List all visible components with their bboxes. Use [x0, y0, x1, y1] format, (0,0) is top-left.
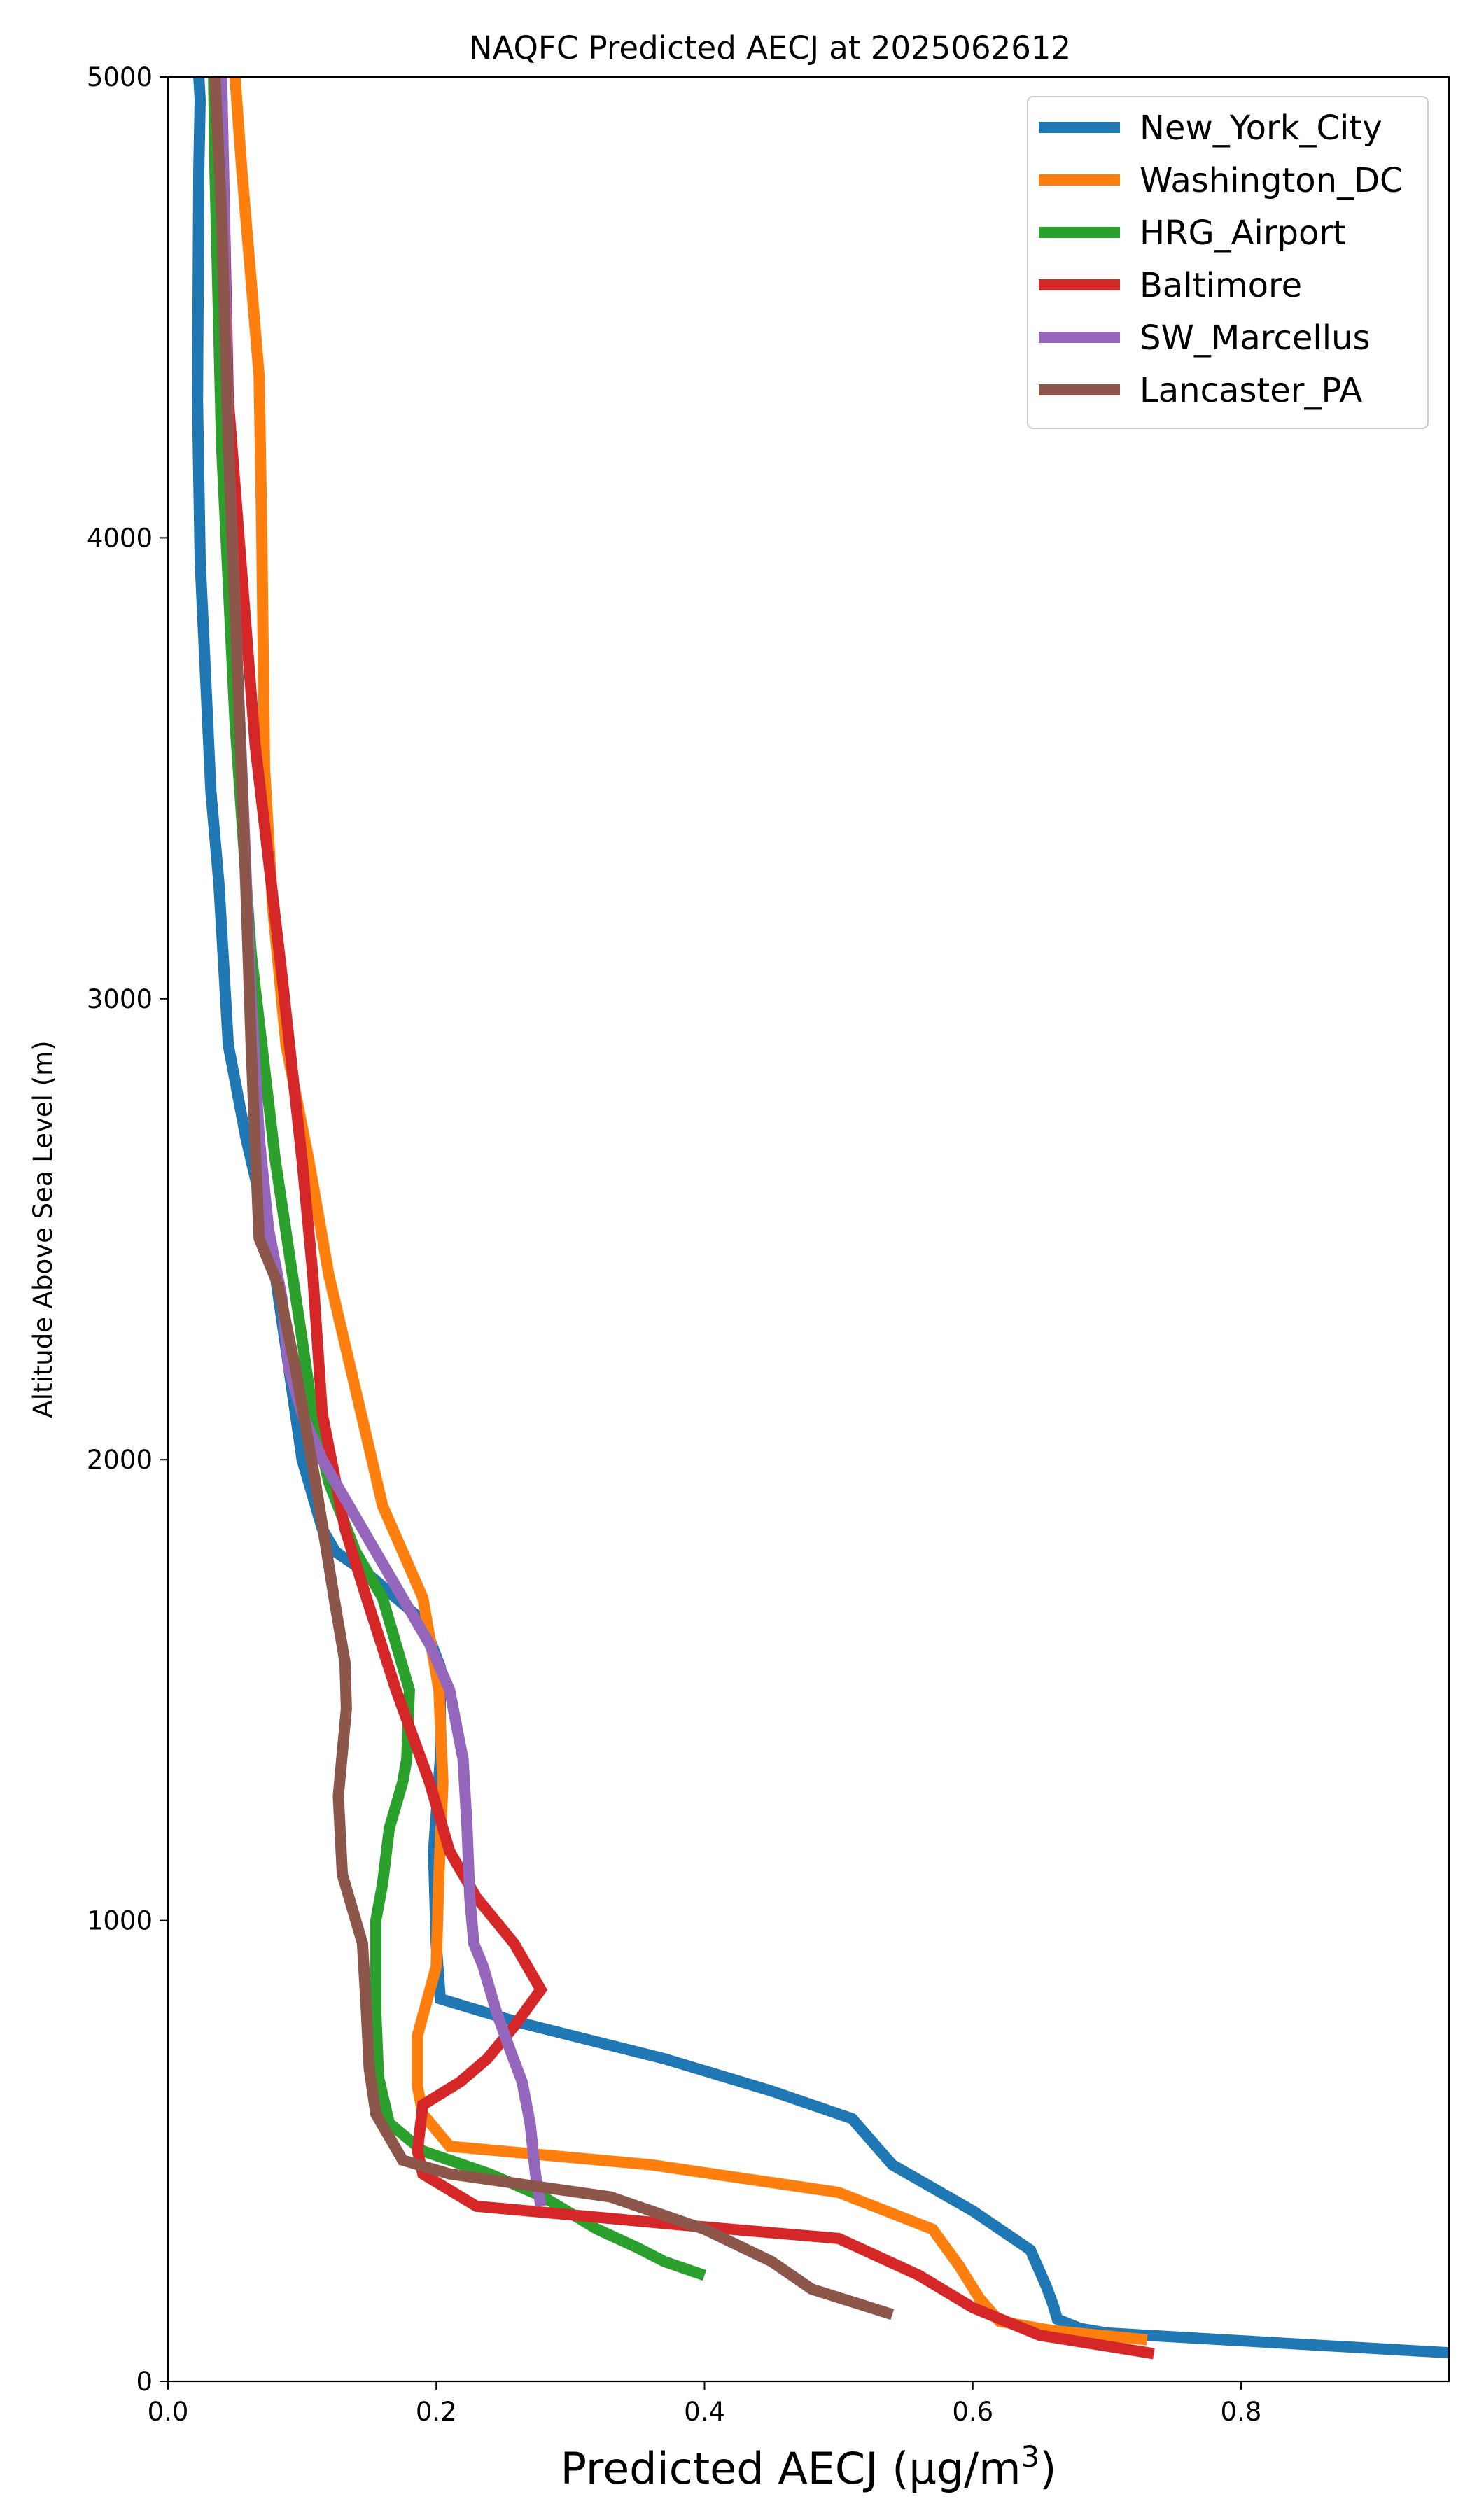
x-tick-label: 0.4	[684, 2397, 725, 2427]
legend-label-hrg-airport: HRG_Airport	[1140, 214, 1346, 253]
y-tick-label: 2000	[87, 1445, 153, 1475]
y-axis: 0 1000 2000 3000 4000 5000	[87, 62, 168, 2397]
x-axis-label: Predicted AECJ (μg/m3)	[561, 2440, 1057, 2494]
y-tick-label: 0	[136, 2367, 153, 2397]
series-line-lancaster-pa	[209, 77, 895, 2320]
x-tick-label: 0.8	[1221, 2397, 1262, 2427]
x-tick-label: 0.2	[416, 2397, 457, 2427]
chart-title: NAQFC Predicted AECJ at 2025062612	[469, 29, 1071, 66]
y-tick-label: 4000	[87, 523, 153, 553]
legend-frame	[1027, 96, 1429, 429]
x-tick-label: 0.6	[952, 2397, 993, 2427]
y-tick-label: 5000	[87, 62, 153, 92]
x-axis: 0.0 0.2 0.4 0.6 0.8	[148, 2381, 1262, 2427]
legend-label-washington-dc: Washington_DC	[1140, 161, 1404, 200]
x-tick-label: 0.0	[148, 2397, 189, 2427]
y-tick-label: 3000	[87, 984, 153, 1014]
legend-label-lancaster-pa: Lancaster_PA	[1140, 371, 1362, 410]
plot-frame	[167, 76, 1450, 2383]
legend-label-sw-marcellus: SW_Marcellus	[1140, 318, 1370, 358]
y-tick-label: 1000	[87, 1906, 153, 1936]
series-layer	[192, 77, 1449, 2360]
legend: New_York_City Washington_DC HRG_Airport Bal…	[1027, 96, 1429, 429]
series-line-baltimore	[216, 77, 1155, 2360]
y-axis-label: Altitude Above Sea Level (m)	[28, 1040, 58, 1418]
legend-label-new-york-city: New_York_City	[1140, 108, 1382, 148]
series-line-hrg-airport	[208, 77, 707, 2281]
legend-label-baltimore: Baltimore	[1140, 266, 1302, 305]
